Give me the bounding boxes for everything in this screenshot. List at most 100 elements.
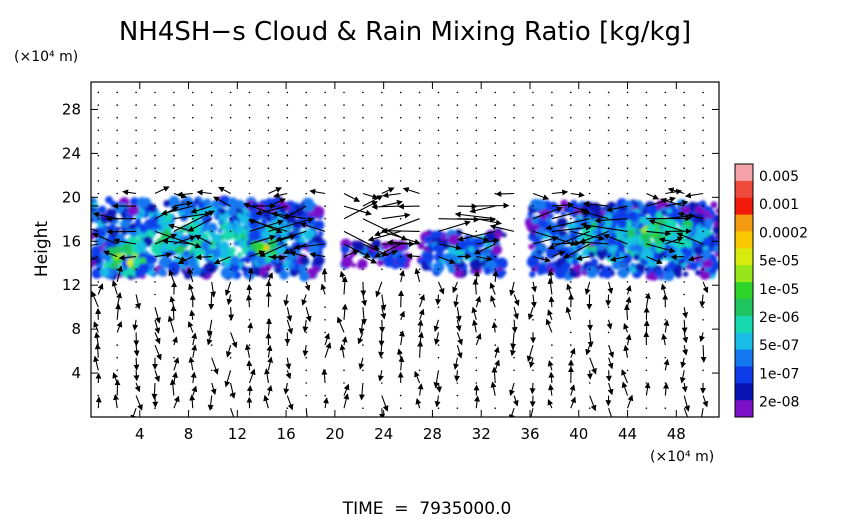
wind-vector	[170, 305, 177, 320]
wind-vector	[607, 192, 610, 195]
wind-vector	[626, 167, 629, 169]
wind-vector	[97, 104, 100, 106]
wind-vector	[122, 189, 137, 196]
cloud-cell	[424, 247, 429, 252]
wind-vector	[414, 267, 421, 283]
wind-vector	[371, 203, 401, 210]
wind-vector	[135, 180, 137, 182]
wind-vector	[570, 142, 572, 144]
colorbar-label: 5e-05	[759, 254, 799, 270]
wind-vector	[343, 393, 350, 409]
x-tick-label: 44	[618, 425, 637, 443]
wind-vector	[248, 91, 251, 94]
wind-vector	[324, 369, 326, 372]
wind-vector	[343, 249, 360, 258]
wind-vector	[210, 91, 213, 94]
wind-vector	[343, 154, 345, 157]
wind-vector	[607, 268, 610, 271]
wind-vector	[513, 294, 520, 307]
wind-vector	[130, 408, 137, 417]
wind-vector	[302, 345, 309, 357]
wind-vector	[683, 180, 685, 182]
wind-vector	[475, 295, 481, 308]
wind-vector	[399, 116, 402, 119]
wind-vector	[475, 154, 478, 157]
wind-vector	[621, 381, 629, 396]
wind-vector	[116, 129, 118, 132]
wind-vector	[494, 192, 497, 195]
wind-vector	[305, 356, 308, 359]
wind-vector	[699, 332, 705, 343]
wind-vector	[681, 382, 688, 393]
chart-title: NH4SH−s Cloud & Rain Mixing Ratio [kg/kg…	[119, 17, 691, 47]
wind-vector	[418, 154, 421, 157]
wind-vector	[286, 154, 289, 157]
wind-vector	[116, 104, 118, 106]
wind-vector	[192, 268, 194, 271]
wind-vector	[133, 345, 140, 357]
wind-vector	[267, 91, 270, 94]
cloud-cell	[159, 247, 165, 253]
wind-vector	[646, 256, 663, 264]
wind-vector	[286, 344, 289, 346]
wind-vector	[229, 104, 232, 106]
wind-vector	[267, 356, 274, 371]
wind-vector	[135, 142, 137, 144]
plot-frame	[90, 81, 720, 418]
wind-vector	[645, 369, 648, 372]
cloud-cell	[139, 223, 148, 233]
wind-vector	[456, 344, 463, 359]
wind-vector	[418, 91, 421, 94]
cloud-cell	[560, 199, 569, 208]
cloud-cell	[150, 242, 163, 255]
cloud-cell	[187, 223, 200, 236]
cloud-cell	[589, 242, 594, 248]
wind-vector	[116, 167, 118, 169]
wind-vector	[494, 142, 497, 144]
wind-vector	[162, 238, 193, 245]
wind-vector	[247, 267, 254, 282]
wind-vector	[97, 116, 100, 119]
wind-vector	[187, 267, 194, 283]
cloud-cell	[549, 227, 558, 236]
wind-vector	[676, 232, 704, 245]
wind-vector	[453, 294, 460, 308]
wind-vector	[259, 243, 288, 257]
wind-vector	[116, 265, 123, 283]
wind-vector	[475, 91, 478, 94]
wind-vector	[687, 255, 704, 262]
cloud-cell	[299, 271, 310, 282]
wind-vector	[112, 372, 119, 384]
colorbar-frame	[734, 163, 754, 418]
wind-vector	[399, 331, 402, 334]
wind-vector	[545, 318, 553, 333]
cloud-cell	[448, 233, 460, 246]
colorbar-swatch	[735, 265, 753, 283]
cloud-cell	[312, 265, 320, 274]
wind-vector	[263, 394, 270, 409]
wind-vector	[173, 167, 175, 169]
wind-vector	[551, 356, 553, 359]
wind-vector	[229, 268, 232, 271]
wind-vector	[476, 237, 500, 245]
wind-vector	[360, 281, 367, 297]
wind-vector	[399, 268, 402, 271]
cloud-cell	[448, 265, 456, 274]
cloud-cell	[683, 254, 689, 260]
cloud-cell	[663, 265, 671, 273]
cloud-cell	[682, 271, 689, 277]
wind-vector	[97, 129, 100, 132]
cloud-cell	[121, 219, 131, 229]
wind-vector	[343, 116, 345, 119]
cloud-cell	[630, 262, 635, 268]
wind-vector	[399, 330, 405, 346]
wind-vector	[324, 217, 326, 220]
wind-vector	[513, 180, 515, 182]
wind-vector	[532, 235, 559, 245]
wind-vector	[570, 243, 572, 245]
wind-vector	[267, 180, 270, 182]
cloud-cell	[456, 239, 468, 251]
wind-vector	[210, 116, 213, 119]
wind-vector	[154, 180, 156, 182]
wind-vector	[437, 281, 445, 295]
